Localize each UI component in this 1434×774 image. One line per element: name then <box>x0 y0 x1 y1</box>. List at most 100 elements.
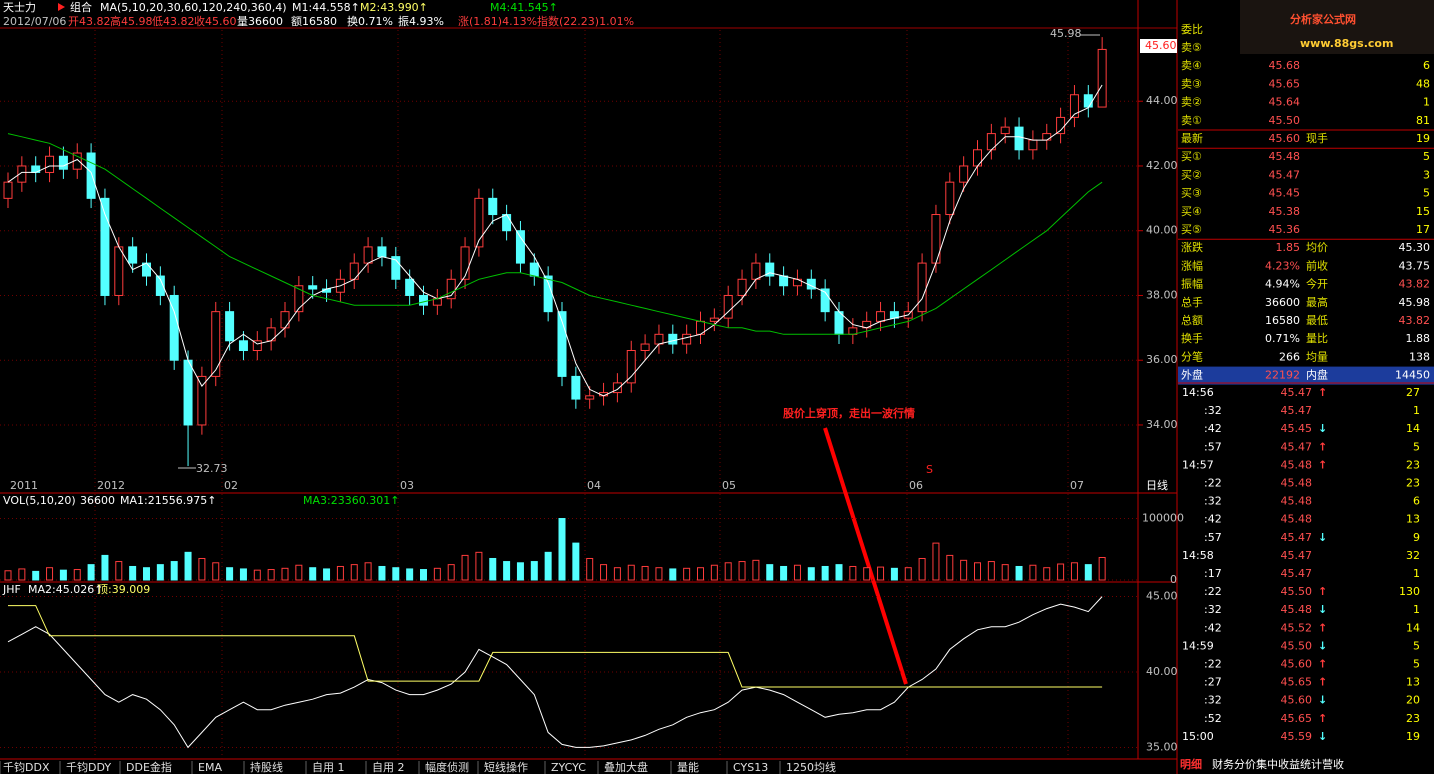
quote-item: 振4.93% <box>398 14 444 28</box>
candle-body <box>502 214 512 232</box>
tick-time: :17 <box>1204 567 1222 580</box>
tab[interactable]: 1250均线 <box>786 760 836 774</box>
tab[interactable]: 千钧DDY <box>66 760 111 774</box>
tick-price: 45.47 <box>1281 404 1313 417</box>
tick-time: 14:58 <box>1182 549 1214 562</box>
tick-arrow: ↑ <box>1318 676 1327 689</box>
last-price-label: 45.60 <box>1145 39 1177 52</box>
tick-arrow: ↓ <box>1318 531 1327 544</box>
volume-bar <box>392 567 400 581</box>
volume-bar <box>835 564 843 581</box>
x-tick-label: 04 <box>587 479 601 492</box>
candle-body <box>238 340 248 352</box>
volume-bar <box>780 565 788 581</box>
volume-bar <box>59 569 67 581</box>
tick-time: :32 <box>1204 603 1222 616</box>
stat-label: 外盘 <box>1181 368 1203 382</box>
tick-arrow: ↓ <box>1318 730 1327 743</box>
volume-bar <box>1029 564 1037 581</box>
tab[interactable]: 持股线 <box>250 760 283 774</box>
tab[interactable]: ZYCYC <box>551 761 586 774</box>
candle-body <box>1028 139 1038 151</box>
candle-body <box>959 165 969 183</box>
ma-value: M2:43.990↑ <box>360 1 428 14</box>
bottom-menu[interactable]: 财务分价集中收益统计营收 <box>1212 757 1344 771</box>
volume-bar <box>655 567 663 581</box>
volume-bar <box>600 564 608 581</box>
volume-bar <box>406 568 414 581</box>
tick-vol: 9 <box>1413 531 1420 544</box>
volume-bar <box>558 518 566 581</box>
sell-vol: 48 <box>1416 77 1430 90</box>
volume-bar <box>904 567 912 581</box>
group-menu[interactable]: 组合 <box>70 0 92 14</box>
sell-vol: 6 <box>1423 59 1430 72</box>
volume-bar <box>530 561 538 581</box>
tab[interactable]: 叠加大盘 <box>604 760 648 774</box>
stat-label: 前收 <box>1306 258 1328 272</box>
tick-price: 45.48 <box>1281 603 1313 616</box>
sell-price: 45.68 <box>1269 59 1301 72</box>
candle-body <box>128 246 138 264</box>
candle-body <box>876 311 886 322</box>
tick-time: :42 <box>1204 513 1222 526</box>
candle-body <box>45 155 55 173</box>
candle-body <box>668 333 678 345</box>
volume-bar <box>821 565 829 581</box>
volume-bar <box>226 567 234 581</box>
tab[interactable]: 短线操作 <box>484 760 528 774</box>
volume-bar <box>212 562 220 581</box>
sell-vol: 1 <box>1423 96 1430 109</box>
tick-price: 45.47 <box>1281 531 1313 544</box>
tick-arrow: ↑ <box>1318 585 1327 598</box>
candle-body <box>58 155 68 170</box>
tick-price: 45.47 <box>1281 386 1313 399</box>
tab[interactable]: 自用 1 <box>312 761 345 774</box>
candle-body <box>308 285 318 290</box>
candle-body <box>446 278 456 300</box>
candle-body <box>391 256 401 280</box>
buy-price: 45.48 <box>1269 150 1301 163</box>
date: 2012/07/06 <box>3 15 66 28</box>
tab[interactable]: 量能 <box>677 760 699 774</box>
tab[interactable]: 幅度侦测 <box>425 760 469 774</box>
candle-body <box>197 375 207 426</box>
tick-vol: 20 <box>1406 694 1420 707</box>
detail-tab[interactable]: 明细 <box>1180 757 1202 771</box>
candle-body <box>543 275 553 313</box>
tab[interactable]: 自用 2 <box>372 761 405 774</box>
volume-bar <box>544 551 552 581</box>
stat-label: 振幅 <box>1181 277 1203 291</box>
volume-bar <box>766 564 774 581</box>
tab[interactable]: CYS13 <box>733 761 768 774</box>
candle-body <box>17 165 27 183</box>
tab[interactable]: DDE金指 <box>126 760 172 774</box>
volume-bar <box>627 564 635 581</box>
tab[interactable]: 千钧DDX <box>3 760 50 774</box>
last-price-box <box>1140 39 1177 53</box>
volume-bar <box>4 570 12 581</box>
candle-body <box>3 181 13 199</box>
candle-body <box>557 311 567 377</box>
stat-label: 最低 <box>1306 314 1328 327</box>
tick-arrow: ↑ <box>1318 712 1327 725</box>
quote-item: 量36600 <box>237 15 283 28</box>
stat-value: 36600 <box>1265 296 1300 309</box>
sell-label: 卖① <box>1181 114 1202 127</box>
volume-bar <box>697 567 704 581</box>
stat-label: 分笔 <box>1181 349 1203 363</box>
tab[interactable]: EMA <box>198 761 222 774</box>
stat-value: 4.23% <box>1265 259 1300 272</box>
tick-time: :42 <box>1204 621 1222 634</box>
candle-body <box>252 340 262 352</box>
x-tick-label: 03 <box>400 479 414 492</box>
tick-vol: 13 <box>1406 513 1420 526</box>
stat-value: 1.85 <box>1276 241 1301 254</box>
volume-bar <box>170 561 178 581</box>
candle-body <box>405 278 415 296</box>
volume-bar <box>1001 564 1009 581</box>
y-tick-label: 0 <box>1170 573 1177 586</box>
tick-vol: 1 <box>1413 603 1420 616</box>
volume-bar <box>295 564 303 581</box>
